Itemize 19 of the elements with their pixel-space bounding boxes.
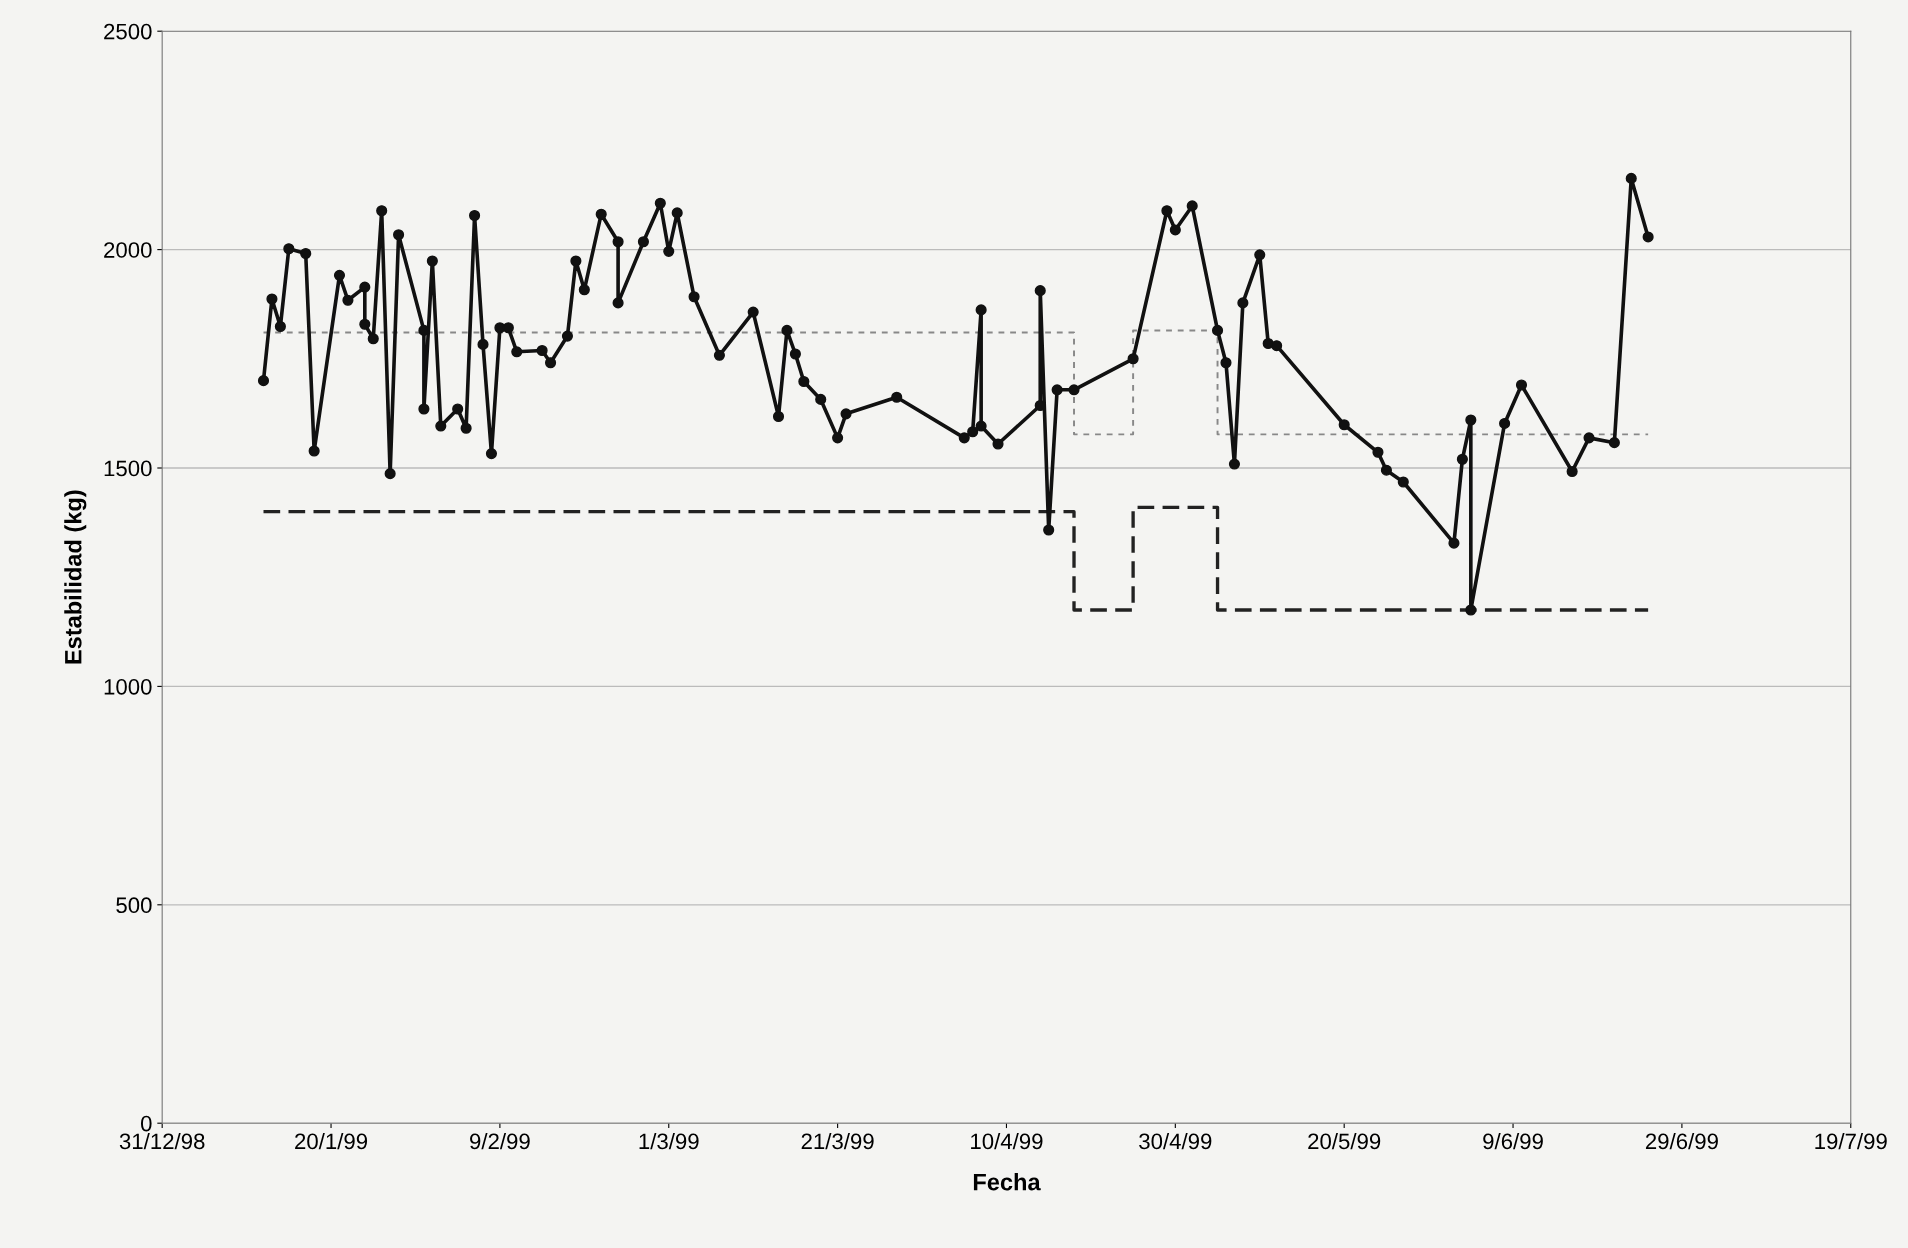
y-tick-label: 2000 (104, 242, 152, 258)
x-tick-label: 10/4/99 (971, 1132, 1043, 1150)
y-axis-title: Estabilidad (kg) (64, 490, 87, 664)
y-tick-label: 500 (116, 897, 152, 914)
x-tick-label: 31/12/98 (119, 1132, 205, 1150)
x-tick-label: 29/6/99 (1645, 1132, 1718, 1150)
x-tick-label: 20/5/99 (1308, 1132, 1381, 1150)
x-tick-label: 20/1/99 (295, 1132, 368, 1150)
y-tick-label: 2500 (104, 23, 152, 40)
x-tick-label: 19/7/99 (1815, 1132, 1887, 1150)
y-tick-label: 1500 (104, 460, 152, 477)
y-tick-label: 0 (140, 1115, 152, 1132)
y-tick-label: 1000 (104, 678, 152, 695)
x-tick-label: 21/3/99 (801, 1132, 874, 1150)
x-tick-label: 9/6/99 (1483, 1132, 1543, 1150)
x-axis-title: Fecha (973, 1173, 1041, 1191)
x-tick-label: 30/4/99 (1139, 1132, 1212, 1150)
x-tick-label: 9/2/99 (470, 1132, 530, 1150)
x-tick-label: 1/3/99 (639, 1132, 699, 1150)
